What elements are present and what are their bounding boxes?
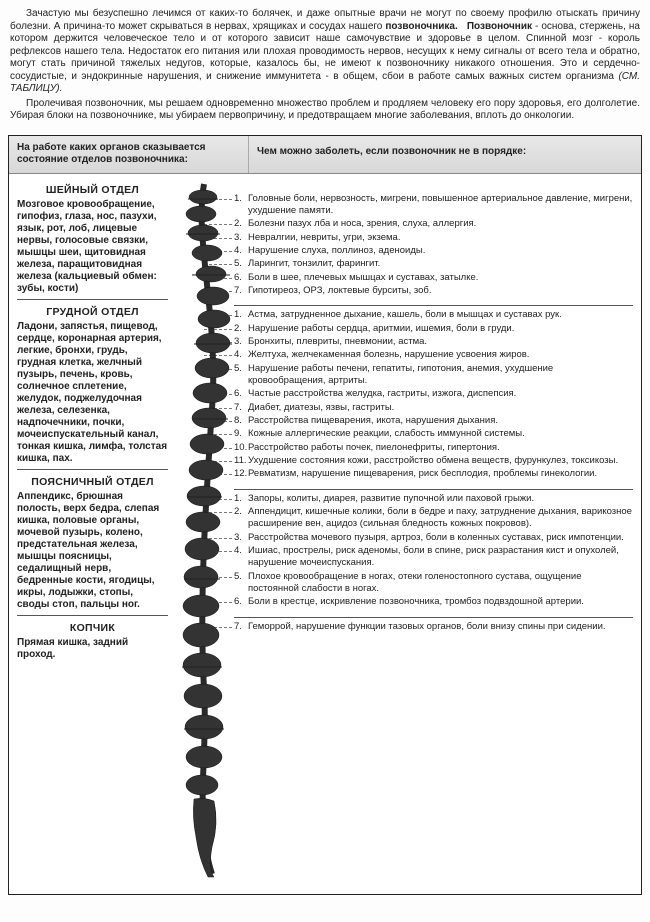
- table-header: На работе каких органов сказывается сост…: [9, 136, 641, 174]
- header-right: Чем можно заболеть, если позвоночник не …: [249, 136, 641, 173]
- symptom-list: Запоры, колиты, диарея, развитие пупочно…: [234, 493, 633, 609]
- symptom-item: Нарушение работы печени, гепатиты, гипот…: [234, 363, 633, 388]
- symptom-item: Аппендицит, кишечные колики, боли в бедр…: [234, 506, 633, 531]
- section-title: КОПЧИК: [17, 622, 168, 635]
- section-organs: Мозговое кровообращение, гипофиз, глаза,…: [17, 199, 168, 295]
- symptom-item: Нарушение слуха, поллиноз, аденоиды.: [234, 245, 633, 257]
- symptom-item: Астма, затрудненное дыхание, кашель, бол…: [234, 309, 633, 321]
- table-body: ШЕЙНЫЙ ОТДЕЛ Мозговое кровообращение, гип…: [9, 174, 641, 894]
- symptom-item: Ишиас, прострелы, риск аденомы, боли в с…: [234, 545, 633, 570]
- header-left: На работе каких органов сказывается сост…: [9, 136, 249, 173]
- symptom-item: Нарушение работы сердца, аритмии, ишемия…: [234, 323, 633, 335]
- symptom-item: Головные боли, нервозность, мигрени, пов…: [234, 193, 633, 218]
- section-title: ПОЯСНИЧНЫЙ ОТДЕЛ: [17, 476, 168, 489]
- symptom-item: Ухудшение состояния кожи, расстройство о…: [234, 455, 633, 467]
- symptom-item: Болезни пазух лба и носа, зрения, слуха,…: [234, 218, 633, 230]
- symptom-item: Геморрой, нарушение функции тазовых орга…: [234, 621, 633, 633]
- intro-p1: Зачастую мы безуспешно лечимся от каких-…: [10, 8, 640, 96]
- symptom-item: Расстройства мочевого пузыря, артроз, бо…: [234, 532, 633, 544]
- symptom-list: Геморрой, нарушение функции тазовых орга…: [234, 621, 633, 633]
- symptom-item: Плохое кровообращение в ногах, отеки гол…: [234, 571, 633, 596]
- symptom-list: Астма, затрудненное дыхание, кашель, бол…: [234, 309, 633, 480]
- spine-illustration: [164, 179, 239, 879]
- symptom-item: Гипотиреоз, ОРЗ, локтевые бурситы, зоб.: [234, 285, 633, 297]
- symptom-item: Ревматизм, нарушение пищеварения, риск б…: [234, 468, 633, 480]
- symptom-item: Расстройство работы почек, пиелонефриты,…: [234, 442, 633, 454]
- section-organs: Аппендикс, брюшная полость, верх бедра, …: [17, 491, 168, 611]
- symptom-list: Головные боли, нервозность, мигрени, пов…: [234, 193, 633, 298]
- section-title: ГРУДНОЙ ОТДЕЛ: [17, 306, 168, 319]
- symptom-item: Частые расстройства желудка, гастриты, и…: [234, 388, 633, 400]
- symptom-item: Бронхиты, плевриты, пневмонии, астма.: [234, 336, 633, 348]
- intro-text: Зачастую мы безуспешно лечимся от каких-…: [0, 0, 650, 131]
- symptom-item: Ларингит, тонзилит, фарингит.: [234, 258, 633, 270]
- section-organs: Ладони, запястья, пищевод, сердце, корон…: [17, 321, 168, 465]
- symptom-item: Кожные аллергические реакции, слабость и…: [234, 428, 633, 440]
- spine-table: На работе каких органов сказывается сост…: [8, 135, 642, 895]
- section-title: ШЕЙНЫЙ ОТДЕЛ: [17, 184, 168, 197]
- symptom-item: Диабет, диатезы, язвы, гастриты.: [234, 402, 633, 414]
- symptom-item: Расстройства пищеварения, икота, нарушен…: [234, 415, 633, 427]
- symptom-item: Боли в крестце, искривление позвоночника…: [234, 596, 633, 608]
- symptom-item: Желтуха, желчекаменная болезнь, нарушени…: [234, 349, 633, 361]
- symptom-item: Боли в шее, плечевых мышцах и суставах, …: [234, 272, 633, 284]
- symptom-item: Невралгии, невриты, угри, экзема.: [234, 232, 633, 244]
- section-organs: Прямая кишка, задний проход.: [17, 637, 168, 661]
- symptom-item: Запоры, колиты, диарея, развитие пупочно…: [234, 493, 633, 505]
- intro-p2: Пролечивая позвоночник, мы решаем одновр…: [10, 98, 640, 123]
